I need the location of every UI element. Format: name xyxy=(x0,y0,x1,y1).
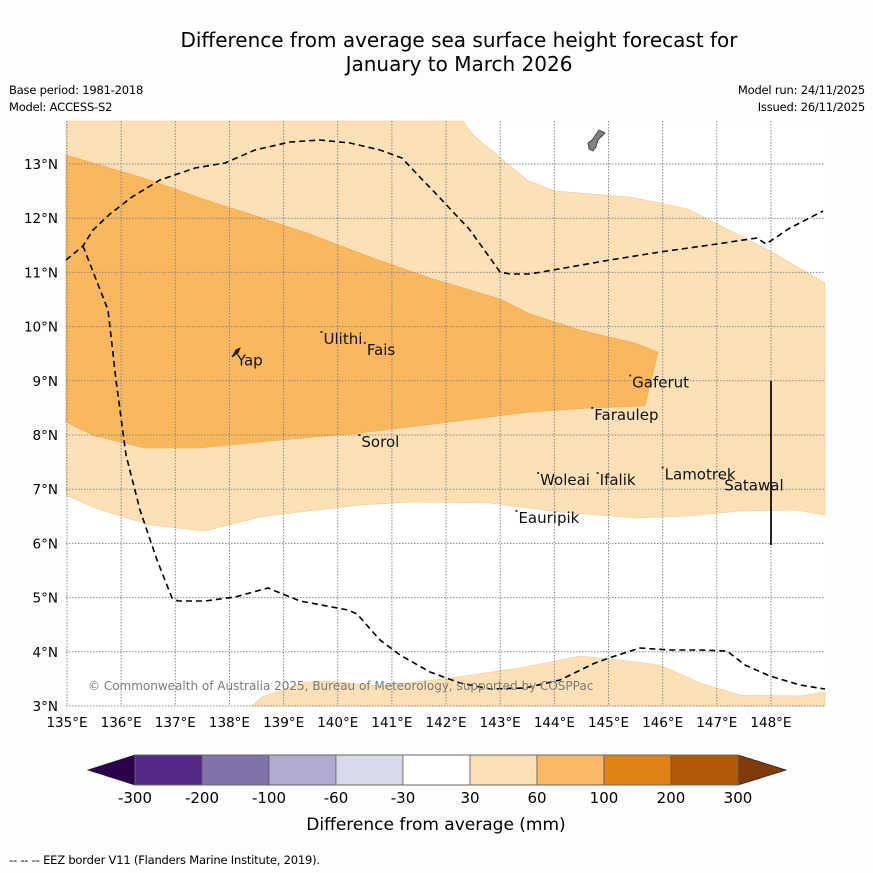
meta-right: Model run: 24/11/2025 Issued: 26/11/2025 xyxy=(738,82,865,116)
lon-tick-label: 138°E xyxy=(209,715,250,731)
lat-tick-label: 8°N xyxy=(33,428,58,444)
lat-tick-label: 12°N xyxy=(24,211,58,227)
place-marker xyxy=(721,477,724,480)
colorbar-tick-label: -30 xyxy=(391,789,416,807)
lat-tick-label: 5°N xyxy=(33,591,58,607)
model-run: Model run: 24/11/2025 xyxy=(737,83,865,97)
place-label-faraulep: Faraulep xyxy=(594,406,658,424)
colorbar-tick-label: -60 xyxy=(324,789,349,807)
colorbar-bin xyxy=(469,754,538,786)
lat-tick-label: 13°N xyxy=(24,157,58,173)
place-label-lamotrek: Lamotrek xyxy=(665,466,736,484)
lon-tick-label: 135°E xyxy=(46,715,87,731)
chart-title: Difference from average sea surface heig… xyxy=(0,28,873,76)
colorbar-bin xyxy=(134,754,203,786)
place-label-fais: Fais xyxy=(367,341,396,359)
longitude-ticks: 135°E 136°E 137°E 138°E 139°E 140°E 141°E 142°E… xyxy=(46,715,791,731)
latitude-ticks: 3°N 4°N 5°N 6°N 7°N 8°N 9°N 10°N 11°N 12°N 13°N xyxy=(24,157,58,715)
title-line-2: January to March 2026 xyxy=(345,52,573,76)
colorbar-tick-label: 100 xyxy=(590,789,619,807)
place-marker xyxy=(596,471,599,474)
colorbar: -300 -200 -100 -60 -30 30 60 100 200 300 xyxy=(86,754,788,807)
place-label-satawal: Satawal xyxy=(724,476,783,494)
place-marker xyxy=(537,471,540,474)
colorbar-tick-label: 30 xyxy=(460,789,479,807)
colorbar-bin xyxy=(536,754,605,786)
lat-tick-label: 7°N xyxy=(33,482,58,498)
lat-tick-label: 9°N xyxy=(33,374,58,390)
lon-tick-label: 144°E xyxy=(534,715,575,731)
lon-tick-label: 145°E xyxy=(588,715,629,731)
guam-land xyxy=(587,129,606,152)
gridlines xyxy=(66,121,825,707)
place-label-ifalik: Ifalik xyxy=(600,471,636,489)
colorbar-tick-label: 300 xyxy=(724,789,753,807)
lat-tick-label: 10°N xyxy=(24,320,58,336)
lat-tick-label: 4°N xyxy=(33,645,58,661)
lon-tick-label: 142°E xyxy=(426,715,467,731)
colorbar-tick-label: -100 xyxy=(252,789,286,807)
lon-tick-label: 146°E xyxy=(642,715,683,731)
lon-tick-label: 141°E xyxy=(371,715,412,731)
place-marker xyxy=(363,341,366,344)
place-label-woleai: Woleai xyxy=(540,471,590,489)
place-marker xyxy=(661,466,664,469)
colorbar-label: Difference from average (mm) xyxy=(306,815,565,835)
lon-tick-label: 140°E xyxy=(317,715,358,731)
place-marker xyxy=(320,331,323,334)
place-marker xyxy=(358,434,361,436)
colorbar-tick-label: -300 xyxy=(118,789,152,807)
lon-tick-label: 136°E xyxy=(101,715,142,731)
colorbar-bin xyxy=(268,754,337,786)
anomaly-region-30-60-south xyxy=(251,655,826,707)
place-marker xyxy=(591,406,594,409)
place-marker xyxy=(629,374,632,377)
place-marker xyxy=(233,352,236,355)
yap-land xyxy=(231,347,241,358)
colorbar-outline xyxy=(134,754,739,786)
eez-border xyxy=(65,139,824,275)
lon-tick-label: 148°E xyxy=(750,715,791,731)
title-line-1: Difference from average sea surface heig… xyxy=(180,28,738,52)
issued-date: Issued: 26/11/2025 xyxy=(757,100,865,114)
colorbar-bin xyxy=(201,754,270,786)
place-label-gaferut: Gaferut xyxy=(632,373,689,391)
meta-left: Base period: 1981-2018 Model: ACCESS-S2 xyxy=(9,82,143,116)
lon-tick-label: 139°E xyxy=(263,715,304,731)
colorbar-bin xyxy=(402,754,471,786)
colorbar-bin xyxy=(670,754,739,786)
eez-border-west xyxy=(82,245,826,690)
base-period: Base period: 1981-2018 xyxy=(9,83,144,97)
lon-tick-label: 137°E xyxy=(155,715,196,731)
lon-tick-label: 147°E xyxy=(696,715,737,731)
place-marker xyxy=(515,509,518,512)
model-name: Model: ACCESS-S2 xyxy=(9,100,113,114)
colorbar-tick-label: 60 xyxy=(527,789,546,807)
colorbar-bin xyxy=(603,754,672,786)
colorbar-bin xyxy=(335,754,404,786)
lat-tick-label: 11°N xyxy=(24,265,58,281)
colorbar-extend-low xyxy=(86,754,136,786)
lat-tick-label: 3°N xyxy=(33,699,58,715)
place-label-yap: Yap xyxy=(236,352,263,370)
colorbar-tick-label: 200 xyxy=(657,789,686,807)
eez-legend-note: -- -- -- EEZ border V11 (Flanders Marine… xyxy=(9,853,320,867)
place-label-ulithi: Ulithi xyxy=(324,330,363,348)
anomaly-region-60-100 xyxy=(65,154,659,449)
colorbar-tick-label: -200 xyxy=(185,789,219,807)
place-label-eauripik: Eauripik xyxy=(518,509,579,527)
lon-tick-label: 143°E xyxy=(480,715,521,731)
lat-tick-label: 6°N xyxy=(33,536,58,552)
copyright-text: © Commonwealth of Australia 2025, Bureau… xyxy=(88,679,593,693)
place-label-sorol: Sorol xyxy=(361,433,399,451)
colorbar-extend-high xyxy=(737,754,788,786)
